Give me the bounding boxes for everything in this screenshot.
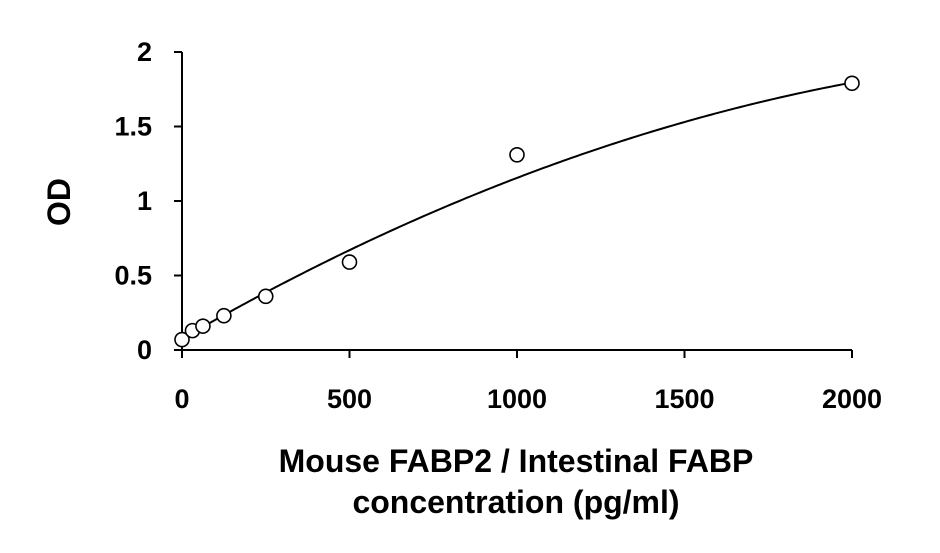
data-point (174, 331, 190, 348)
y-tick-label: 1.5 (114, 112, 152, 142)
data-point (509, 147, 525, 163)
fit-curve (181, 81, 853, 340)
x-tick-label: 500 (327, 384, 372, 414)
axes (174, 51, 853, 358)
fit-curve-group (181, 81, 853, 340)
x-tick-label: 0 (174, 384, 189, 414)
tick-labels: 0 0.5 1 1.5 2 0 500 1000 1500 2000 (114, 37, 882, 414)
y-tick-label: 2 (137, 37, 152, 67)
x-tick-label: 2000 (822, 384, 882, 414)
data-point (216, 307, 232, 324)
y-tick-label: 0.5 (114, 261, 152, 291)
x-tick-label: 1000 (487, 384, 547, 414)
data-point (341, 254, 358, 270)
y-tick-label: 0 (137, 335, 152, 365)
y-tick-label: 1 (137, 186, 152, 216)
data-point (844, 75, 860, 92)
x-tick-label: 1500 (654, 384, 714, 414)
data-point (257, 288, 274, 305)
data-point (195, 318, 211, 334)
data-points (174, 75, 860, 348)
x-axis-title-line-2: concentration (pg/ml) (352, 484, 679, 520)
y-axis-title: OD (41, 178, 77, 226)
x-axis-title-line-1: Mouse FABP2 / Intestinal FABP (279, 443, 754, 479)
